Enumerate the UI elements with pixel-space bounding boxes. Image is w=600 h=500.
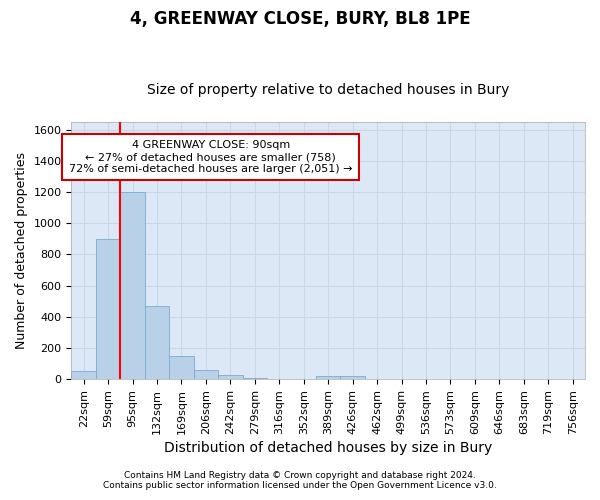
Bar [96, 239, 121, 379]
Text: 4 GREENWAY CLOSE: 90sqm
← 27% of detached houses are smaller (758)
72% of semi-d: 4 GREENWAY CLOSE: 90sqm ← 27% of detache… [69, 140, 353, 173]
Bar [145, 306, 169, 379]
Text: Contains HM Land Registry data © Crown copyright and database right 2024.
Contai: Contains HM Land Registry data © Crown c… [103, 470, 497, 490]
Bar [316, 376, 340, 379]
X-axis label: Distribution of detached houses by size in Bury: Distribution of detached houses by size … [164, 441, 493, 455]
Title: Size of property relative to detached houses in Bury: Size of property relative to detached ho… [147, 83, 509, 97]
Bar [218, 374, 242, 379]
Bar [194, 370, 218, 379]
Bar [121, 192, 145, 379]
Bar [340, 376, 365, 379]
Bar [169, 356, 194, 379]
Bar [71, 370, 96, 379]
Bar [242, 378, 267, 379]
Text: 4, GREENWAY CLOSE, BURY, BL8 1PE: 4, GREENWAY CLOSE, BURY, BL8 1PE [130, 10, 470, 28]
Y-axis label: Number of detached properties: Number of detached properties [15, 152, 28, 349]
